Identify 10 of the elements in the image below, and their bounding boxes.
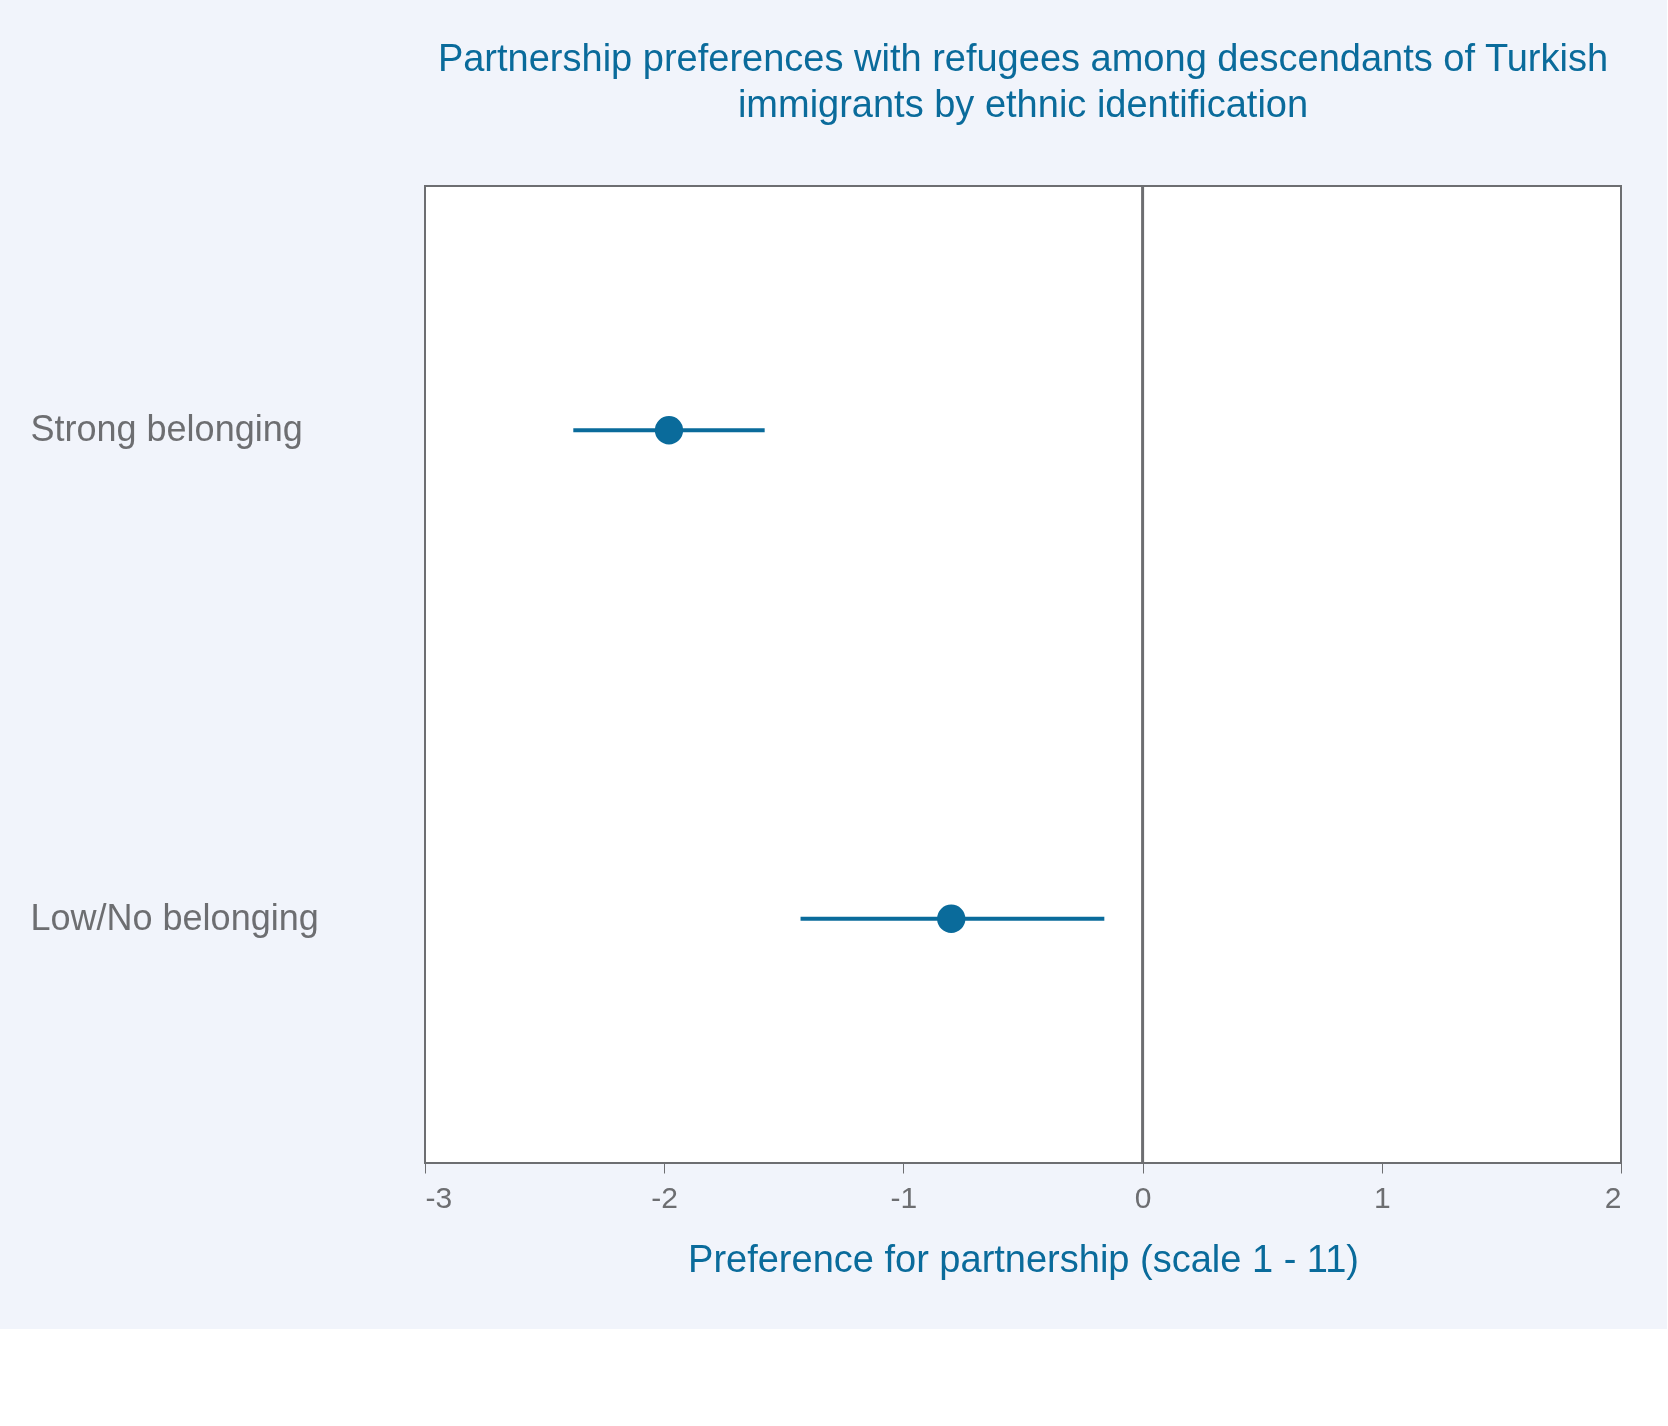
y-tick-label: Strong belonging	[30, 408, 303, 450]
x-tick-label: 1	[1373, 1180, 1391, 1214]
x-tick-label: 0	[1134, 1180, 1152, 1214]
x-axis-title: Preference for partnership (scale 1 - 11)	[688, 1237, 1359, 1280]
x-tick-label: -1	[890, 1180, 918, 1214]
x-tick-label: 2	[1604, 1180, 1622, 1214]
y-tick-label: Low/No belonging	[30, 896, 319, 938]
chart-title: Partnership preferences with refugees among descendants of Turkish immigrants by ethnic identification	[437, 36, 1609, 125]
x-tick-label: -2	[651, 1180, 679, 1214]
x-tick-label: -3	[425, 1180, 453, 1214]
